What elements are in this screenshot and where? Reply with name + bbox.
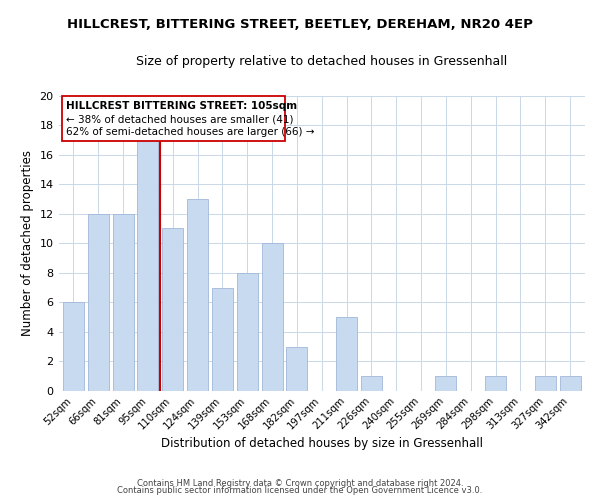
Bar: [137, 140, 158, 391]
X-axis label: Distribution of detached houses by size in Gressenhall: Distribution of detached houses by size …: [161, 437, 483, 450]
Bar: [361, 376, 382, 391]
Bar: [63, 302, 84, 391]
Bar: [113, 214, 134, 391]
Text: Contains public sector information licensed under the Open Government Licence v3: Contains public sector information licen…: [118, 486, 482, 495]
Bar: [237, 273, 258, 391]
Title: Size of property relative to detached houses in Gressenhall: Size of property relative to detached ho…: [136, 55, 508, 68]
Bar: [88, 214, 109, 391]
Bar: [262, 244, 283, 391]
Bar: [436, 376, 457, 391]
Bar: [560, 376, 581, 391]
Text: HILLCREST, BITTERING STREET, BEETLEY, DEREHAM, NR20 4EP: HILLCREST, BITTERING STREET, BEETLEY, DE…: [67, 18, 533, 30]
Bar: [162, 228, 184, 391]
Text: ← 38% of detached houses are smaller (41): ← 38% of detached houses are smaller (41…: [66, 114, 293, 124]
Text: HILLCREST BITTERING STREET: 105sqm: HILLCREST BITTERING STREET: 105sqm: [66, 100, 297, 110]
Text: 62% of semi-detached houses are larger (66) →: 62% of semi-detached houses are larger (…: [66, 128, 314, 138]
Bar: [212, 288, 233, 391]
Bar: [286, 346, 307, 391]
Bar: [187, 199, 208, 391]
Text: Contains HM Land Registry data © Crown copyright and database right 2024.: Contains HM Land Registry data © Crown c…: [137, 478, 463, 488]
Y-axis label: Number of detached properties: Number of detached properties: [21, 150, 34, 336]
Bar: [336, 317, 357, 391]
FancyBboxPatch shape: [62, 96, 284, 142]
Bar: [485, 376, 506, 391]
Bar: [535, 376, 556, 391]
